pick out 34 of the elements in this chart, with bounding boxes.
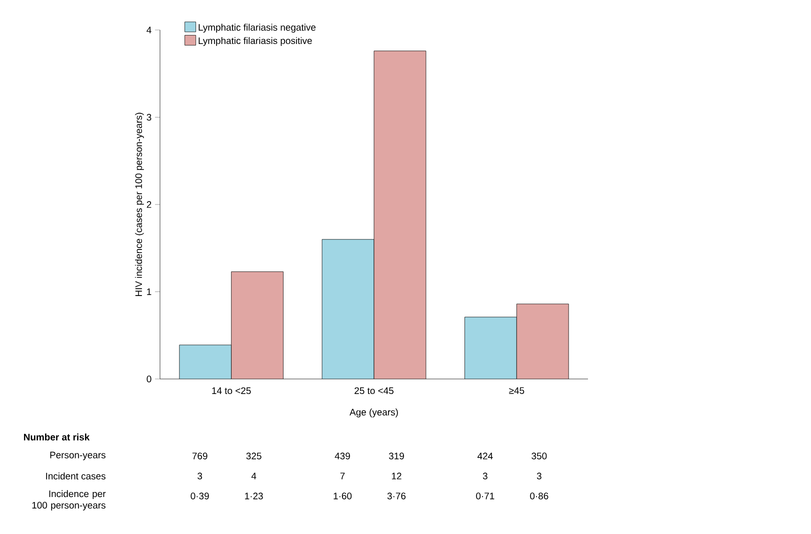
text: 3: [482, 472, 488, 480]
y-tick-label: 3: [146, 114, 152, 121]
text: Person-years: [50, 452, 106, 460]
text: 4: [251, 472, 256, 480]
text: 1·23: [245, 492, 263, 500]
text: 3·76: [387, 492, 406, 500]
text: Number at risk: [24, 434, 90, 440]
legend-label: Lymphatic filariasis positive: [198, 37, 312, 46]
text: 3: [198, 472, 202, 480]
text: 12: [392, 472, 402, 480]
text: 1·60: [334, 492, 352, 500]
text: 3: [536, 472, 542, 480]
text: 439: [334, 452, 350, 460]
x-tick-label: ≥45: [509, 387, 524, 394]
y-tick-label: 4: [146, 26, 152, 34]
x-tick-label: 14 to <25: [212, 387, 251, 394]
legend-label: Lymphatic filariasis negative: [198, 24, 316, 33]
x-axis-title: Age (years): [350, 408, 398, 418]
y-axis-title: HIV incidence (cases per 100 person-years): [135, 112, 144, 296]
text: Incident cases: [46, 472, 106, 480]
text: Incidence per 100 person-years: [32, 490, 106, 510]
y-tick-label: 1: [147, 288, 152, 295]
text: 350: [532, 452, 547, 460]
text: 0·71: [476, 492, 494, 500]
text: 319: [388, 452, 404, 460]
y-tick-label: 0: [146, 376, 152, 382]
text: 769: [192, 452, 208, 460]
text: 0·86: [530, 492, 548, 500]
text: 0·39: [190, 492, 209, 500]
text: 325: [246, 452, 262, 460]
x-tick-label: 25 to <45: [354, 387, 394, 394]
y-tick-label: 2: [146, 201, 152, 208]
text: 424: [477, 452, 493, 460]
text: 7: [340, 472, 345, 480]
